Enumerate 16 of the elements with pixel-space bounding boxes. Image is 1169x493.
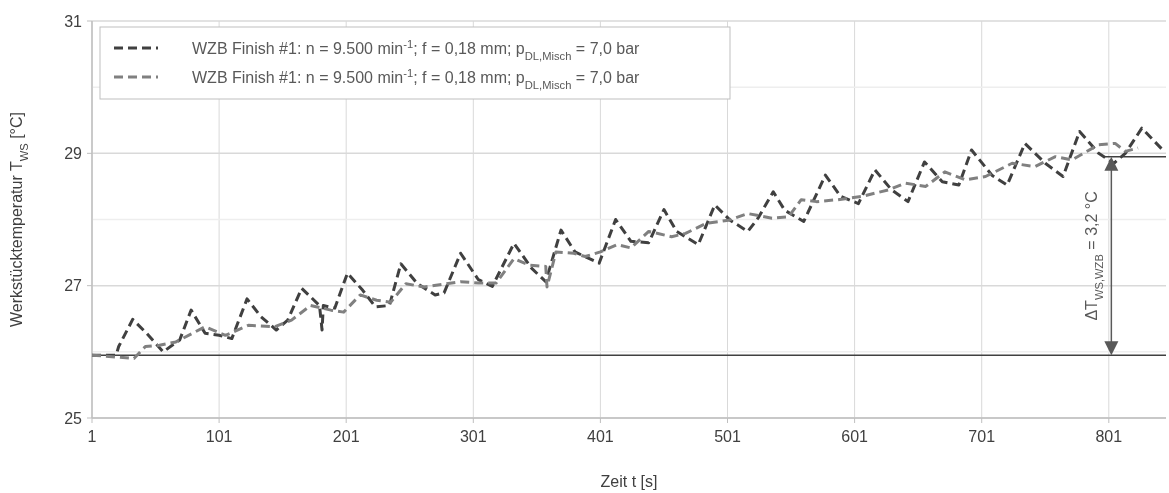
legend-label: WZB Finish #1: n = 9.500 min$^{-1}$; f = 0,18 mm; p$_{DL,Misch}$ = 7,0 bar [192,37,641,62]
legend-label: WZB Finish #1: n = 9.500 min$^{-1}$; f = 0,18 mm; p$_{DL,Misch}$ = 7,0 bar [192,66,641,91]
x-tick-label: 1 [87,428,97,445]
y-tick-label: 25 [64,409,83,427]
x-axis-title: Zeit t [s] [600,473,658,490]
x-tick-label: 401 [587,428,614,445]
x-tick-label: 501 [714,428,741,445]
x-tick-label: 801 [1095,428,1123,445]
y-tick-label: 31 [64,12,83,30]
y-tick-label: 27 [64,277,83,295]
y-tick-label: 29 [64,144,83,162]
x-tick-label: 201 [332,428,360,445]
x-tick-label: 301 [459,428,487,445]
x-tick-label: 101 [205,428,233,445]
x-tick-label: 701 [968,428,996,445]
x-tick-label: 601 [841,428,869,445]
